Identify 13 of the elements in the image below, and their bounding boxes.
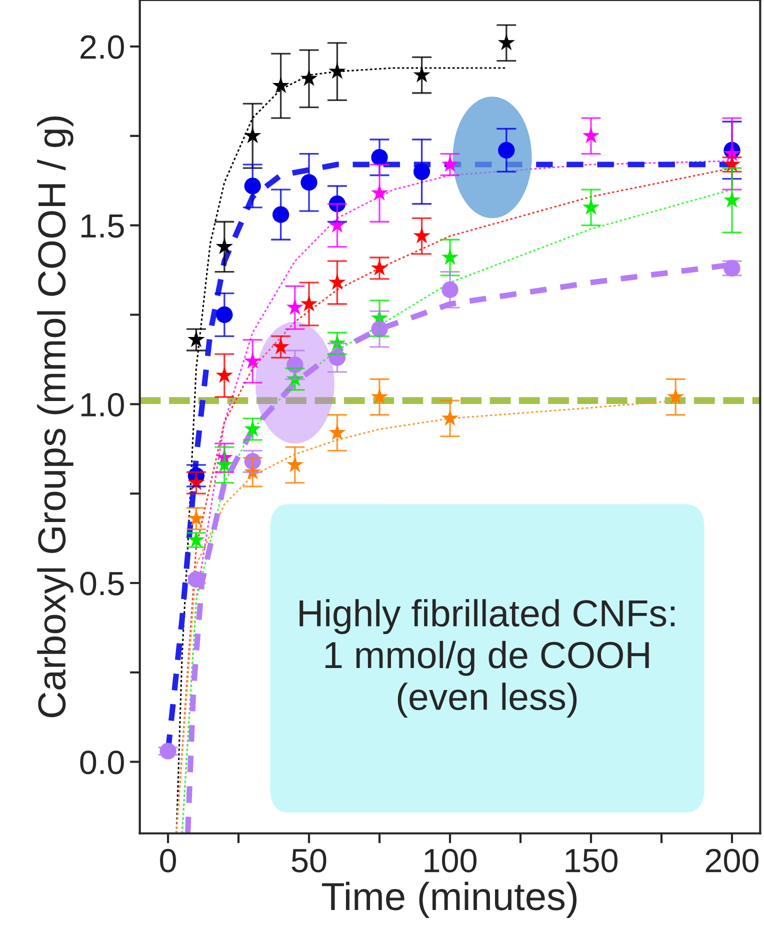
y-tick-label: 0.0	[80, 750, 124, 774]
y-tick-label: 0.5	[80, 572, 124, 596]
y-tick-label: 2.0	[80, 35, 124, 59]
annotation: Highly fibrillated CNFs: 1 mmol/g de COOH (even less)	[300, 599, 674, 718]
x-tick-label: 150	[566, 848, 618, 872]
x-tick-label: 200	[706, 848, 758, 872]
x-tick-label: 50	[292, 848, 326, 872]
y-axis-title: Carboxyl Groups (mmol COOH / g)	[37, 116, 74, 718]
x-tick-label: 100	[424, 848, 477, 872]
y-tick-label: 1.0	[81, 392, 124, 417]
y-tick-label: 1.5	[81, 214, 124, 238]
x-axis-title: Time (minutes)	[322, 882, 577, 918]
x-tick-label: 0	[160, 848, 176, 872]
